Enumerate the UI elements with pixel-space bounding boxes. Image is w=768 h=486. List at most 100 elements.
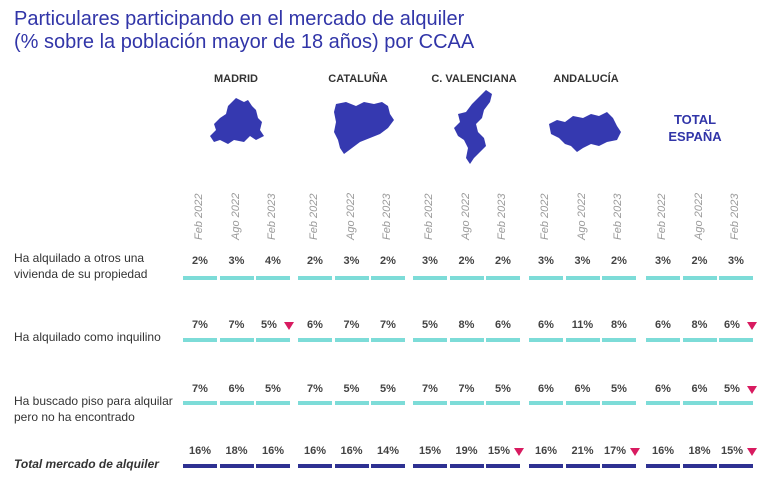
period-header: Feb 2022 <box>308 193 320 240</box>
value-cell: 2% <box>380 255 396 267</box>
value-cell: 6% <box>691 383 708 395</box>
row-underline-bar <box>565 276 600 280</box>
region-header-cataluna: CATALUÑA <box>328 73 388 85</box>
total-label-line2: ESPAÑA <box>668 129 722 144</box>
row-underline-bar <box>413 276 447 280</box>
row-underline-bar <box>719 401 753 405</box>
row-underline-bar <box>256 401 290 405</box>
row-label: Ha buscado piso para alquilar pero no ha … <box>14 393 173 425</box>
row-underline-bar <box>565 401 600 405</box>
value-cell: 2% <box>611 255 627 267</box>
decrease-indicator-icon <box>747 448 757 456</box>
row-underline-bar <box>256 338 290 342</box>
value-cell: 8% <box>611 319 627 331</box>
value-cell: 5% <box>343 383 360 395</box>
period-header: Ago 2022 <box>692 192 705 240</box>
row-underline-bar <box>449 401 484 405</box>
period-header: Feb 2023 <box>381 193 393 240</box>
row-underline-bar <box>334 464 369 468</box>
value-cell: 18% <box>225 445 248 457</box>
value-cell: 16% <box>534 445 558 457</box>
row-underline-bar <box>449 464 484 468</box>
chart-title: Particulares participando en el mercado … <box>14 8 754 54</box>
row-underline-bar <box>371 464 405 468</box>
row-underline-bar <box>486 276 520 280</box>
row-underline-bar <box>646 464 680 468</box>
value-cell: 21% <box>571 445 594 457</box>
row-underline-bar <box>602 338 636 342</box>
value-cell: 16% <box>651 445 675 457</box>
value-cell: 5% <box>724 383 740 395</box>
period-header: Feb 2023 <box>496 193 508 240</box>
chart-title-line1: Particulares participando en el mercado … <box>14 8 465 30</box>
decrease-indicator-icon <box>514 448 524 456</box>
row-underline-bar <box>565 338 600 342</box>
value-cell: 17% <box>603 445 627 457</box>
row-underline-bar <box>602 464 636 468</box>
row-label-line2: vivienda de su propiedad <box>14 267 148 281</box>
row-underline-bar <box>529 338 563 342</box>
row-underline-bar <box>256 276 290 280</box>
value-cell: 4% <box>265 255 281 267</box>
row-underline-bar <box>529 276 563 280</box>
period-header: Feb 2022 <box>423 193 435 240</box>
value-cell: 16% <box>303 445 327 457</box>
value-cell: 16% <box>261 445 285 457</box>
value-cell: 15% <box>487 445 511 457</box>
row-underline-bar <box>486 338 520 342</box>
valenciana-map-icon <box>454 90 492 164</box>
value-cell: 8% <box>691 319 708 331</box>
value-cell: 6% <box>538 383 554 395</box>
value-cell: 15% <box>720 445 744 457</box>
value-cell: 6% <box>307 319 323 331</box>
row-underline-bar <box>646 401 680 405</box>
value-cell: 3% <box>422 255 438 267</box>
value-cell: 2% <box>495 255 511 267</box>
row-label-line2: pero no ha encontrado <box>14 410 135 424</box>
row-underline-bar <box>183 401 217 405</box>
value-cell: 18% <box>688 445 711 457</box>
value-cell: 6% <box>574 383 591 395</box>
value-cell: 14% <box>376 445 400 457</box>
period-header: Feb 2022 <box>656 193 668 240</box>
value-cell: 2% <box>458 255 475 267</box>
region-header-andalucia: ANDALUCÍA <box>553 73 619 85</box>
row-underline-bar <box>413 464 447 468</box>
andalucia-map-icon <box>549 112 621 152</box>
row-underline-bar <box>219 338 254 342</box>
row-label: Ha alquilado a otros una vivienda de su p… <box>14 250 147 282</box>
value-cell: 6% <box>655 319 671 331</box>
value-cell: 16% <box>188 445 212 457</box>
row-underline-bar <box>256 464 290 468</box>
row-underline-bar <box>371 276 405 280</box>
value-cell: 2% <box>307 255 323 267</box>
value-cell: 5% <box>265 383 281 395</box>
decrease-indicator-icon <box>747 322 757 330</box>
period-header: Ago 2022 <box>459 192 472 240</box>
row-underline-bar <box>298 464 332 468</box>
row-underline-bar <box>646 276 680 280</box>
value-cell: 6% <box>724 319 740 331</box>
value-cell: 16% <box>340 445 363 457</box>
cataluna-map-icon <box>334 102 394 154</box>
value-cell: 7% <box>422 383 438 395</box>
period-header: Ago 2022 <box>575 192 588 240</box>
row-underline-bar <box>682 276 717 280</box>
value-cell: 3% <box>343 255 360 267</box>
row-underline-bar <box>298 338 332 342</box>
value-cell: 3% <box>538 255 554 267</box>
row-label: Ha alquilado como inquilino <box>14 329 161 345</box>
row-underline-bar <box>183 338 217 342</box>
value-cell: 3% <box>228 255 245 267</box>
value-cell: 5% <box>495 383 511 395</box>
value-cell: 8% <box>458 319 475 331</box>
row-label-line1: Ha buscado piso para alquilar <box>14 394 173 408</box>
value-cell: 3% <box>655 255 671 267</box>
row-underline-bar <box>646 338 680 342</box>
row-underline-bar <box>529 464 563 468</box>
value-cell: 5% <box>611 383 627 395</box>
value-cell: 7% <box>343 319 360 331</box>
row-underline-bar <box>413 338 447 342</box>
row-underline-bar <box>413 401 447 405</box>
period-header: Feb 2022 <box>539 193 551 240</box>
